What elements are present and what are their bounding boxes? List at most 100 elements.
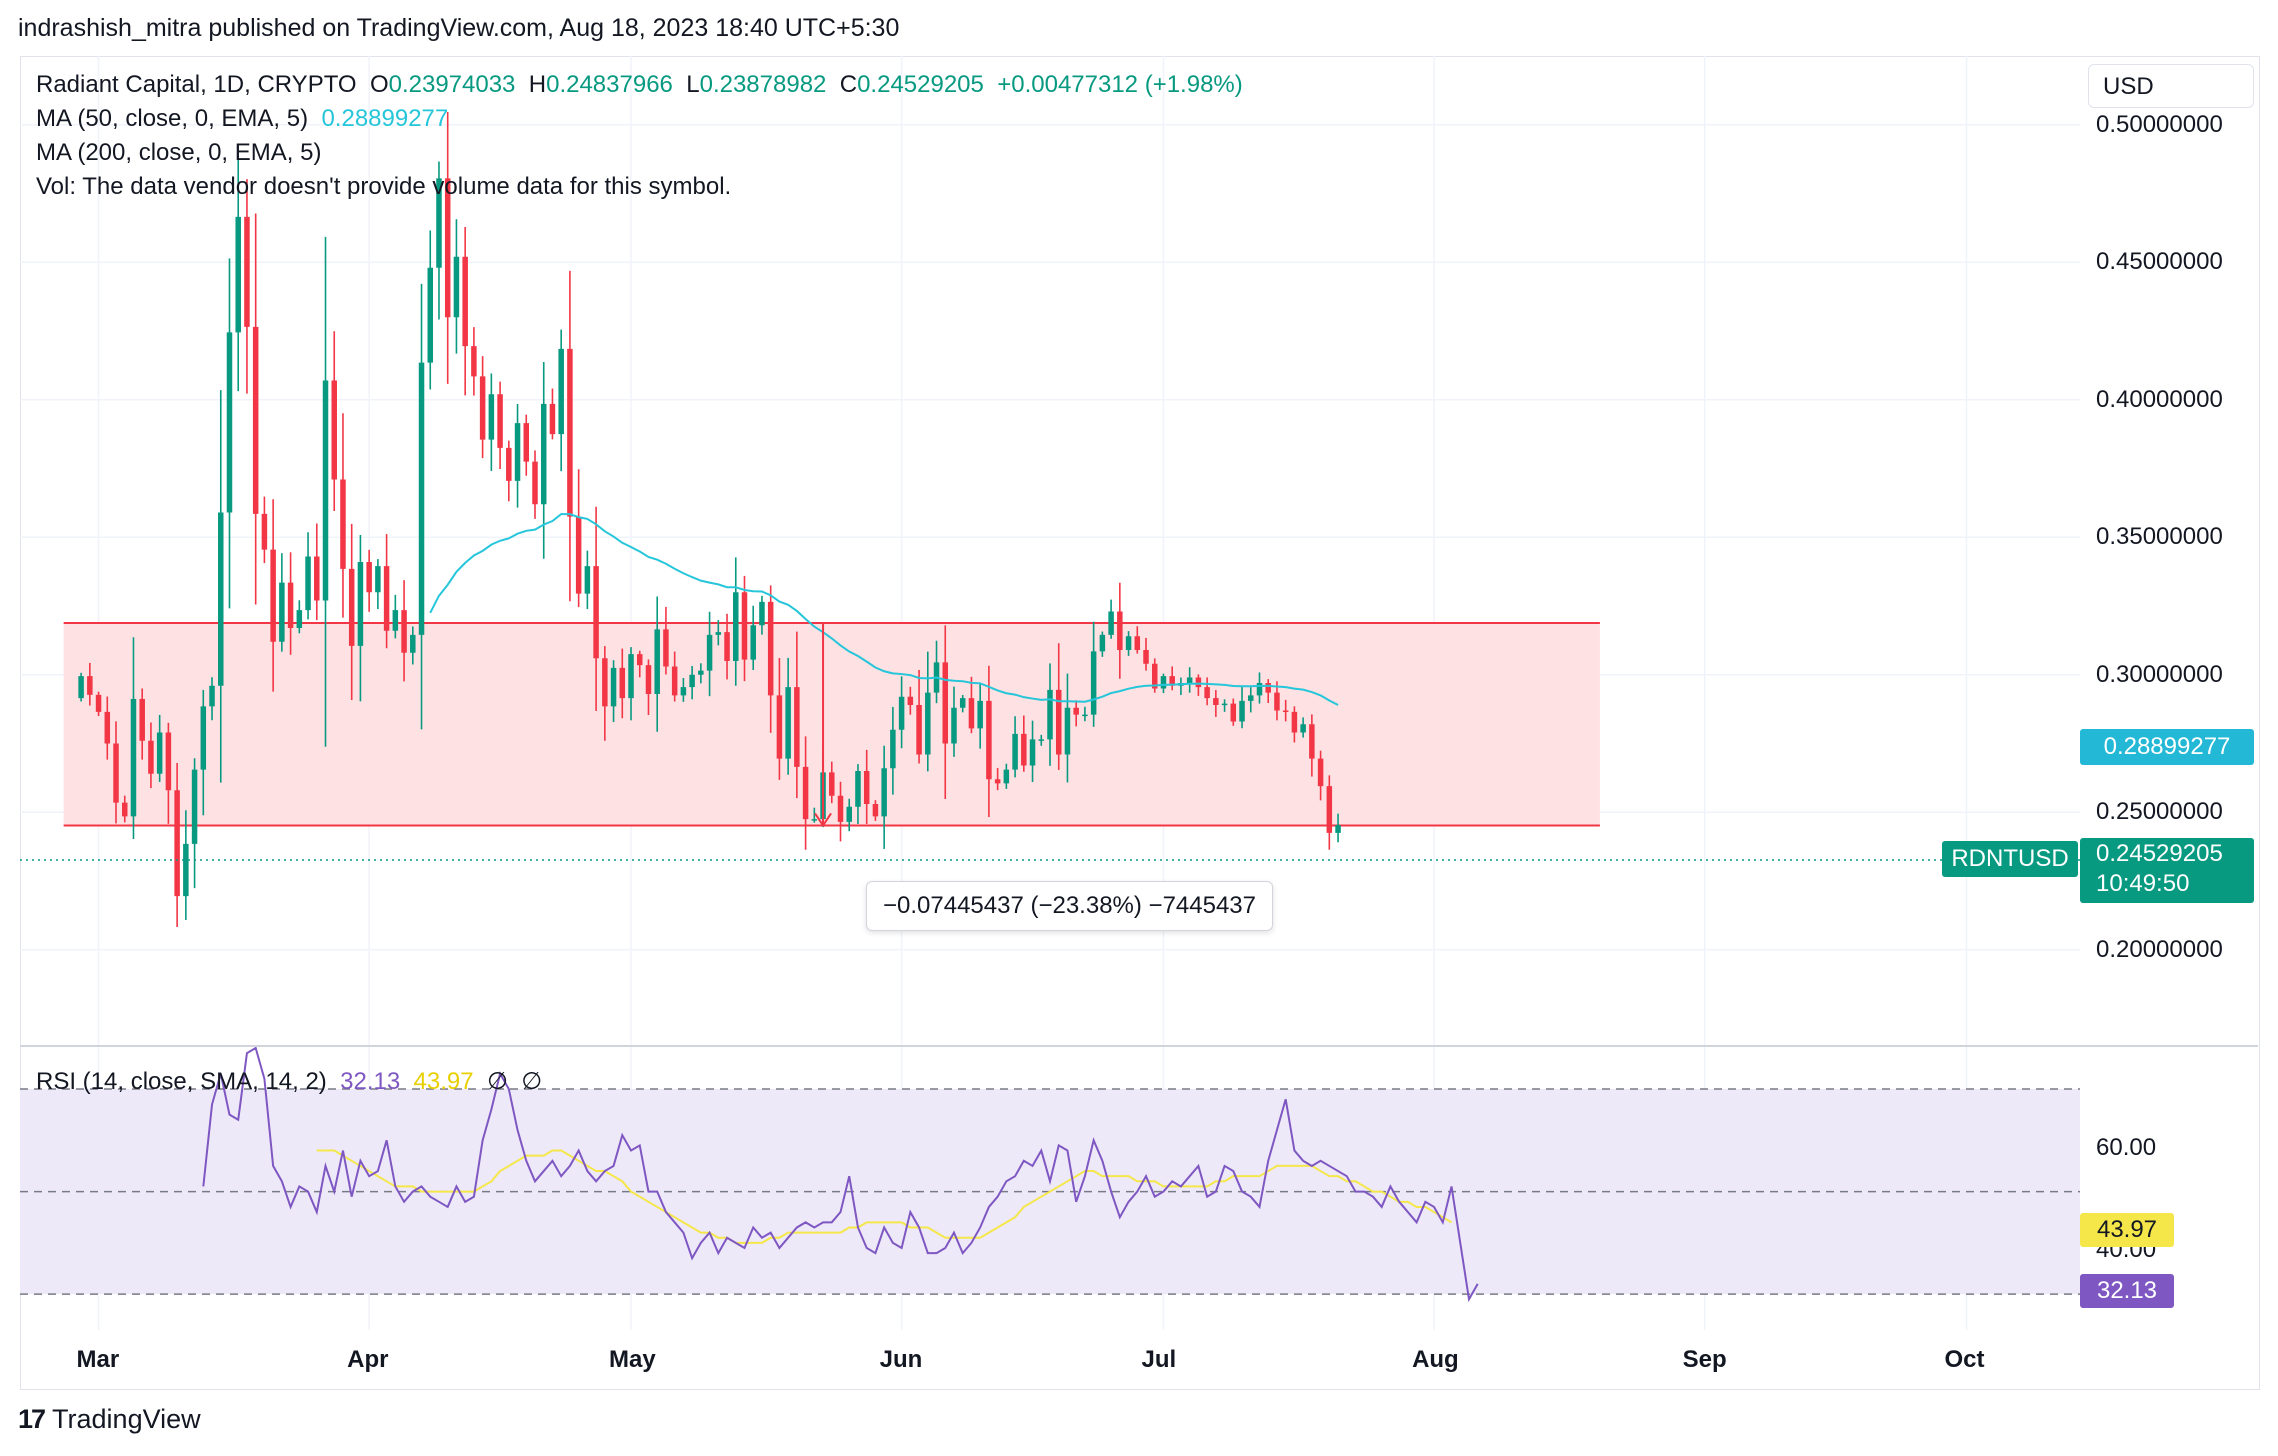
candle[interactable] [314,523,320,621]
candle[interactable] [1317,750,1324,801]
candle[interactable] [1195,674,1202,696]
candle[interactable] [532,450,538,519]
candle[interactable] [340,413,346,618]
candle[interactable] [663,606,669,675]
candle[interactable] [1029,720,1036,783]
candle[interactable] [1125,631,1132,656]
candle[interactable] [846,798,852,832]
candle[interactable] [1117,582,1123,679]
candle[interactable] [444,111,451,384]
candle[interactable] [1256,672,1263,704]
candle[interactable] [1012,716,1018,778]
candle[interactable] [628,647,634,721]
candle[interactable] [785,657,791,775]
candle[interactable] [575,469,582,608]
candle[interactable] [863,749,870,825]
candle[interactable] [148,722,154,789]
rsi-visibility-icon-1[interactable]: ∅ [486,1068,508,1095]
candle[interactable] [183,810,189,921]
candle[interactable] [506,440,512,502]
candle[interactable] [610,660,617,723]
candle[interactable] [1090,621,1097,727]
candle[interactable] [1213,690,1219,717]
candle[interactable] [218,390,224,783]
candle[interactable] [759,595,765,635]
candle[interactable] [602,646,608,741]
candle[interactable] [1038,734,1045,746]
candle[interactable] [226,258,233,609]
candle[interactable] [296,600,303,634]
candle[interactable] [235,154,241,392]
candle[interactable] [348,523,355,700]
candle[interactable] [549,388,556,440]
candle[interactable] [593,506,599,712]
candle[interactable] [497,381,503,470]
candle[interactable] [1326,775,1333,850]
candle[interactable] [121,795,128,823]
candle[interactable] [523,414,530,476]
candle[interactable] [1335,813,1341,843]
candle[interactable] [1282,699,1289,722]
candle[interactable] [959,694,966,713]
currency-selector[interactable]: USD [2088,64,2254,108]
candle[interactable] [881,745,887,849]
candle[interactable] [1055,643,1062,770]
candle[interactable] [1003,763,1010,789]
candle[interactable] [244,179,250,394]
candle[interactable] [837,781,844,842]
candle[interactable] [139,688,145,760]
candle[interactable] [453,219,460,354]
legend-symbol[interactable]: Radiant Capital, 1D, CRYPTO [36,71,357,98]
candle[interactable] [1151,658,1158,693]
candle[interactable] [1239,685,1245,729]
candle[interactable] [410,626,416,665]
candle[interactable] [540,361,547,559]
candle[interactable] [1099,631,1106,657]
candle[interactable] [1230,698,1237,726]
candle[interactable] [279,553,285,652]
candle[interactable] [584,550,591,610]
candle[interactable] [331,331,337,511]
tradingview-logo[interactable]: 17 TradingView [18,1404,201,1435]
candle[interactable] [986,665,992,818]
candle[interactable] [514,403,521,508]
candle[interactable] [1221,699,1228,712]
candle[interactable] [733,557,739,686]
candle[interactable] [1186,667,1193,693]
legend-volume[interactable]: Vol: The data vendor doesn't provide vol… [36,173,732,200]
candle[interactable] [270,499,276,692]
candle[interactable] [1169,666,1175,691]
candle[interactable] [1082,706,1088,722]
candle[interactable] [104,696,111,760]
candle[interactable] [130,637,137,839]
candle[interactable] [78,672,84,702]
candle[interactable] [462,226,468,396]
candle[interactable] [890,706,896,795]
candle[interactable] [925,651,931,772]
candle[interactable] [252,213,259,605]
candle[interactable] [671,651,678,702]
candle[interactable] [113,721,119,824]
candle[interactable] [802,736,809,850]
candle[interactable] [156,714,163,782]
candle[interactable] [776,658,783,780]
candle[interactable] [907,686,914,715]
candle[interactable] [829,761,835,804]
ma50-line[interactable] [429,513,1339,706]
candle[interactable] [1300,717,1306,738]
legend-ma50[interactable]: MA (50, close, 0, EMA, 5) 0.28899277 [36,105,448,133]
candle[interactable] [87,662,93,706]
candle[interactable] [375,559,381,610]
candle[interactable] [488,373,495,471]
candle[interactable] [1021,715,1027,772]
candle[interactable] [724,613,730,680]
candle[interactable] [1248,687,1254,713]
candle[interactable] [357,535,364,702]
rsi-line[interactable] [202,1046,1479,1303]
candle[interactable] [427,230,434,390]
candle[interactable] [619,648,626,719]
candle[interactable] [261,496,268,564]
candle[interactable] [1064,673,1071,783]
candle[interactable] [916,670,922,764]
